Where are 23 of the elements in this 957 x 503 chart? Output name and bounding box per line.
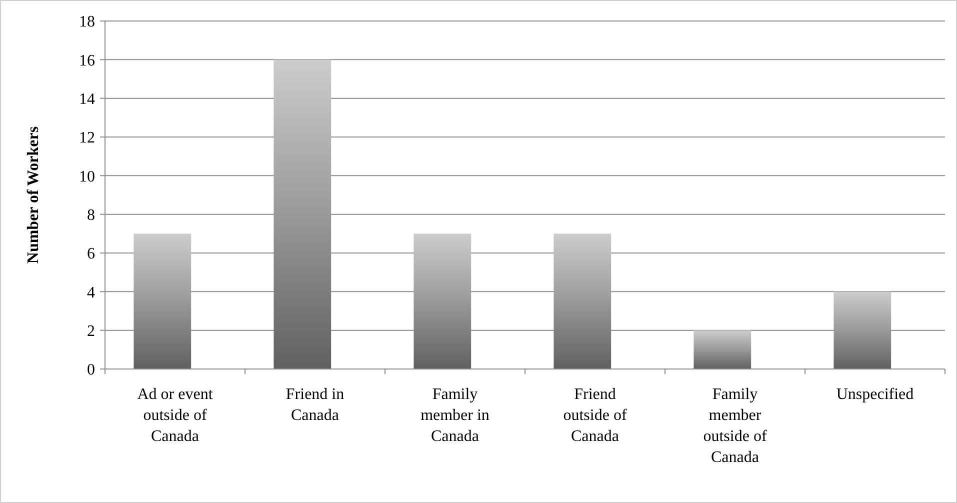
- y-tick-label: 10: [79, 168, 95, 186]
- y-tick-label: 2: [87, 322, 95, 340]
- y-tick-label: 12: [79, 130, 95, 147]
- x-tick-label: Friend in Canada: [286, 386, 344, 424]
- y-tick-label: 0: [87, 362, 95, 379]
- y-tick-label: 8: [87, 206, 95, 224]
- y-tick-label: 14: [79, 90, 95, 108]
- x-tick-label: Friend outside of Canada: [563, 386, 628, 445]
- x-tick-label: Ad or event outside of Canada: [137, 386, 214, 445]
- y-axis-title: Number of Workers: [25, 126, 42, 264]
- y-tick-label: 4: [87, 284, 95, 302]
- bar: [834, 292, 892, 369]
- x-tick-label: Family member in Canada: [420, 386, 490, 445]
- bar: [274, 60, 332, 369]
- bar: [414, 234, 472, 369]
- x-tick-label: Unspecified: [836, 386, 914, 403]
- bar: [554, 234, 612, 369]
- y-tick-label: 18: [79, 14, 95, 31]
- y-tick-label: 6: [87, 246, 95, 263]
- bar: [134, 234, 192, 369]
- x-tick-label: Family member outside of Canada: [703, 386, 768, 466]
- bar: [694, 330, 752, 369]
- y-tick-label: 16: [79, 52, 95, 70]
